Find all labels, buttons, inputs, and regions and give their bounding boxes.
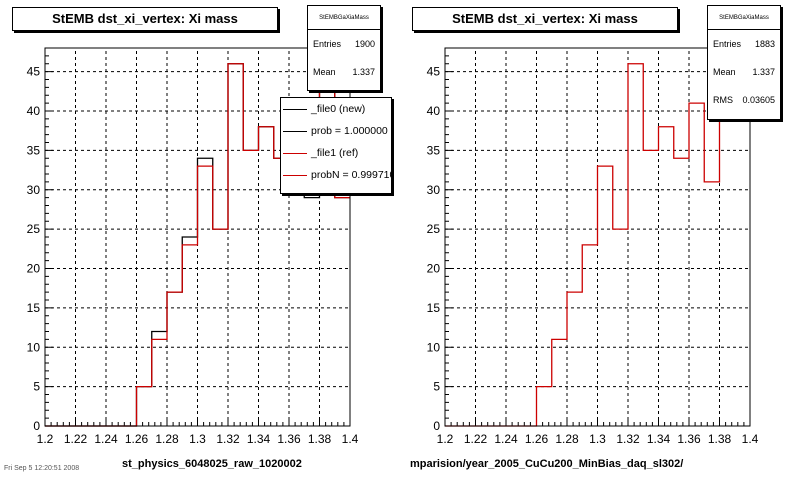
right-y-tick-label: 10 xyxy=(427,340,441,354)
legend-label: probN = 0.999710 xyxy=(311,169,392,181)
left-y-tick-label: 30 xyxy=(27,183,41,197)
legend-entry: _file0 (new) xyxy=(281,98,391,120)
left-x-tick-label: 1.28 xyxy=(155,432,179,446)
right-y-tick-label: 40 xyxy=(427,104,441,118)
right-y-tick-label: 35 xyxy=(427,143,441,157)
right-x-axis-label: mparision/year_2005_CuCu200_MinBias_daq_… xyxy=(410,458,684,470)
left-title: StEMB dst_xi_vertex: Xi mass xyxy=(52,11,238,26)
right-x-tick-label: 1.22 xyxy=(464,432,488,446)
left-x-tick-label: 1.3 xyxy=(189,432,206,446)
right-stats-row-entries: Entries 1883 xyxy=(708,30,780,58)
left-title-box: StEMB dst_xi_vertex: Xi mass xyxy=(12,7,278,31)
legend-entry: prob = 1.000000 xyxy=(281,120,391,142)
legend-label: prob = 1.000000 xyxy=(311,125,388,137)
left-x-tick-label: 1.2 xyxy=(37,432,54,446)
left-x-tick-label: 1.32 xyxy=(216,432,240,446)
left-stats-row-mean: Mean 1.337 xyxy=(308,58,380,86)
legend-entry: _file1 (ref) xyxy=(281,142,391,164)
right-stats-value: 1883 xyxy=(754,39,775,49)
right-stats-row-mean: Mean 1.337 xyxy=(708,58,780,86)
left-x-axis-label: st_physics_6048025_raw_1020002 xyxy=(122,458,302,470)
right-x-tick-label: 1.2 xyxy=(437,432,454,446)
legend-swatch xyxy=(283,174,307,176)
left-y-tick-label: 25 xyxy=(27,222,41,236)
left-y-tick-label: 40 xyxy=(27,104,41,118)
left-y-tick-label: 35 xyxy=(27,143,41,157)
right-title: StEMB dst_xi_vertex: Xi mass xyxy=(452,11,638,26)
right-stats-row-rms: RMS 0.03605 xyxy=(708,86,780,114)
right-x-tick-label: 1.3 xyxy=(589,432,606,446)
left-y-tick-label: 15 xyxy=(27,301,41,315)
left-x-tick-label: 1.36 xyxy=(277,432,301,446)
legend-label: _file0 (new) xyxy=(311,103,366,115)
legend-label: _file1 (ref) xyxy=(311,147,359,159)
legend-swatch xyxy=(283,152,307,154)
left-stats-label: Entries xyxy=(313,39,342,49)
left-x-tick-label: 1.34 xyxy=(247,432,271,446)
left-x-tick-label: 1.4 xyxy=(342,432,359,446)
left-x-tick-label: 1.24 xyxy=(94,432,118,446)
right-y-tick-label: 15 xyxy=(427,301,441,315)
right-stats-value: 0.03605 xyxy=(742,95,775,105)
legend-swatch xyxy=(283,108,307,110)
legend-swatch xyxy=(283,130,307,132)
legend-entry: probN = 0.999710 xyxy=(281,164,391,186)
right-y-tick-label: 25 xyxy=(427,222,441,236)
right-y-tick-label: 5 xyxy=(433,380,440,394)
left-stats-name: StEMBGaXiaMass xyxy=(308,6,380,30)
right-x-tick-label: 1.24 xyxy=(494,432,518,446)
left-y-tick-label: 10 xyxy=(27,340,41,354)
right-y-tick-label: 20 xyxy=(427,262,441,276)
right-title-box: StEMB dst_xi_vertex: Xi mass xyxy=(412,7,678,31)
right-y-tick-label: 45 xyxy=(427,65,441,79)
right-y-tick-label: 30 xyxy=(427,183,441,197)
right-stats-label: RMS xyxy=(713,95,733,105)
right-y-tick-label: 0 xyxy=(433,419,440,433)
right-plot-frame xyxy=(444,47,751,427)
left-y-tick-label: 0 xyxy=(33,419,40,433)
right-x-tick-label: 1.26 xyxy=(525,432,549,446)
right-stats-label: Entries xyxy=(713,39,742,49)
left-x-tick-label: 1.22 xyxy=(64,432,88,446)
footer-timestamp: Fri Sep 5 12:20:51 2008 xyxy=(4,465,80,472)
left-plot-frame xyxy=(44,47,351,427)
right-x-tick-label: 1.38 xyxy=(708,432,732,446)
right-x-tick-label: 1.34 xyxy=(647,432,671,446)
left-stats-value: 1.337 xyxy=(352,67,375,77)
left-x-tick-label: 1.38 xyxy=(308,432,332,446)
left-x-tick-label: 1.26 xyxy=(125,432,149,446)
left-stats-row-entries: Entries 1900 xyxy=(308,30,380,58)
left-stats-label: Mean xyxy=(313,67,336,77)
left-y-tick-label: 45 xyxy=(27,65,41,79)
left-stats-box: StEMBGaXiaMass Entries 1900 Mean 1.337 xyxy=(307,5,381,91)
right-stats-value: 1.337 xyxy=(752,67,775,77)
legend-box: _file0 (new) prob = 1.000000 _file1 (ref… xyxy=(280,97,392,194)
right-stats-label: Mean xyxy=(713,67,736,77)
right-x-tick-label: 1.36 xyxy=(677,432,701,446)
left-y-tick-label: 5 xyxy=(33,380,40,394)
right-x-tick-label: 1.32 xyxy=(616,432,640,446)
left-y-tick-label: 20 xyxy=(27,262,41,276)
right-stats-box: StEMBGaXiaMass Entries 1883 Mean 1.337 R… xyxy=(707,5,781,120)
right-stats-name: StEMBGaXiaMass xyxy=(708,6,780,30)
right-x-tick-label: 1.4 xyxy=(742,432,759,446)
left-stats-value: 1900 xyxy=(354,39,375,49)
right-x-tick-label: 1.28 xyxy=(555,432,579,446)
